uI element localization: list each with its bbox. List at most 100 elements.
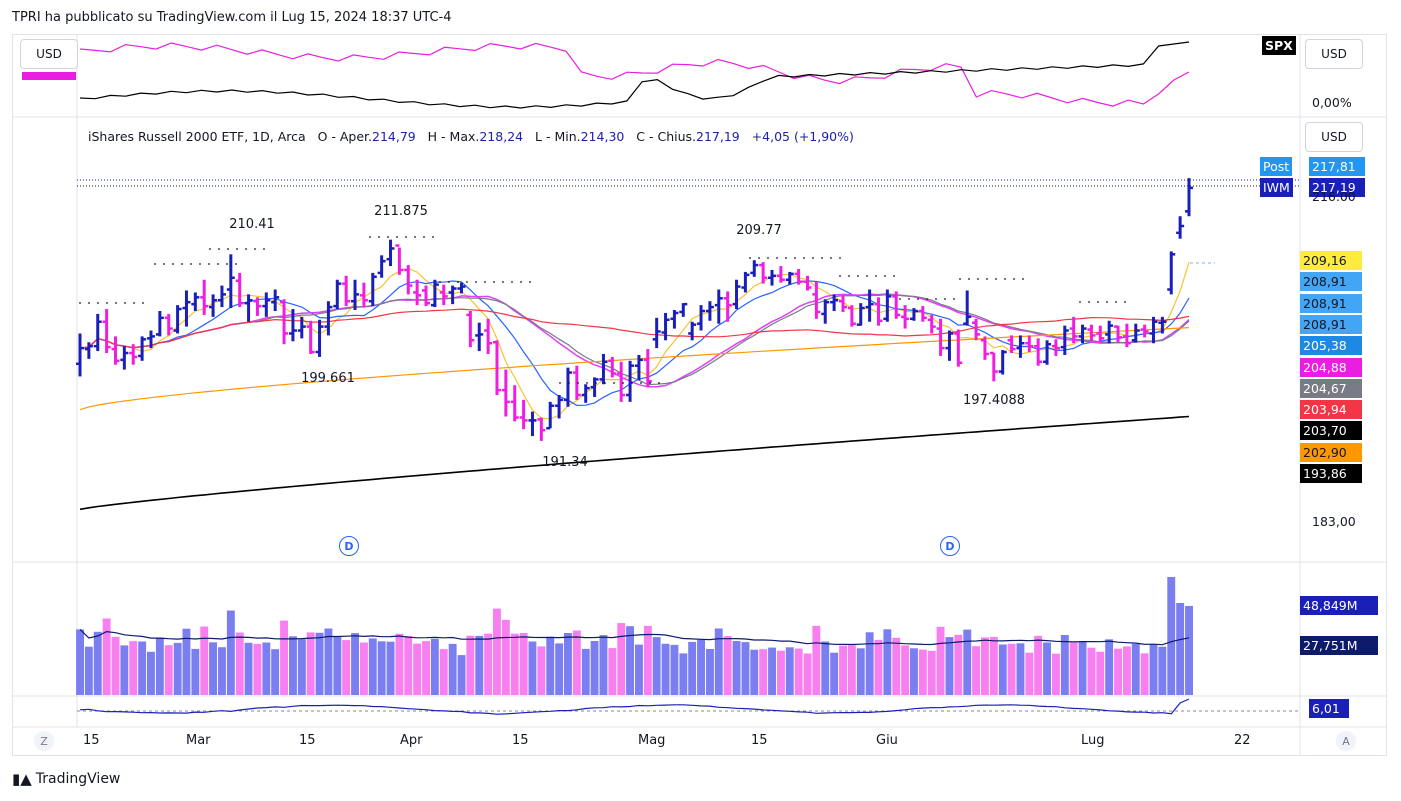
ohlc-bar: [821, 299, 830, 324]
currency-button-main[interactable]: USD: [1305, 122, 1363, 152]
pivot-dot: [511, 281, 513, 283]
pivot-dot: [414, 236, 416, 238]
volume-bar: [484, 633, 493, 695]
volume-bar: [768, 647, 776, 695]
ma-value-tag: 208,91: [1300, 315, 1362, 334]
pivot-dot: [776, 257, 778, 259]
ohlc-bar: [980, 336, 989, 360]
volume-bar: [164, 645, 173, 695]
pivot-dot: [369, 236, 371, 238]
pivot-dot: [529, 281, 531, 283]
ohlc-bar: [768, 269, 777, 286]
ma-value-tag: 204,67: [1300, 379, 1362, 398]
volume-bar: [546, 636, 555, 695]
volume-bar: [297, 639, 306, 695]
ohlc-bar: [528, 411, 537, 437]
volume-bar: [155, 637, 164, 695]
volume-bar: [280, 620, 288, 695]
pivot-dot: [209, 248, 211, 250]
pivot-dot: [88, 302, 90, 304]
ohlc-bar: [1185, 178, 1193, 217]
ohlc-bar: [901, 305, 910, 329]
ohlc-bar: [856, 303, 865, 326]
pivot-dot: [133, 302, 135, 304]
volume-bar: [1069, 641, 1078, 695]
legend-name: iShares Russell 2000 ETF, 1D, Arca: [88, 129, 306, 144]
ma-value-tag: 202,90: [1300, 443, 1362, 462]
legend-low-label: L - Min.: [535, 129, 581, 144]
dividend-marker[interactable]: D: [339, 536, 359, 556]
ohlc-bar: [803, 275, 812, 291]
pivot-dot: [944, 298, 946, 300]
tradingview-logo[interactable]: ▮▲ TradingView: [12, 770, 120, 788]
axis-tick: 183,00: [1312, 514, 1356, 529]
pivot-dot: [218, 248, 220, 250]
ohlc-bar: [661, 312, 670, 341]
pivot-dot: [396, 236, 398, 238]
zoom-button[interactable]: Z: [34, 731, 54, 751]
ma-value-tag: 204,88: [1300, 358, 1362, 377]
ohlc-bar: [377, 255, 386, 278]
pivot-dot: [935, 298, 937, 300]
pivot-dot: [227, 248, 229, 250]
top-pink-line: [79, 42, 1190, 107]
ohlc-bar: [209, 294, 218, 317]
brand-name: TradingView: [35, 771, 121, 787]
volume-bar: [892, 637, 901, 695]
ohlc-bar: [430, 279, 439, 308]
auto-scale-button[interactable]: A: [1336, 731, 1356, 751]
pivot-dot: [917, 298, 919, 300]
pivot-dot: [758, 257, 760, 259]
pivot-dot: [977, 278, 979, 280]
volume-bar: [1052, 653, 1060, 695]
x-tick: Giu: [876, 733, 898, 748]
volume-bar: [918, 649, 927, 695]
volume-bar: [927, 650, 936, 695]
currency-button-left[interactable]: USD: [20, 39, 78, 69]
pivot-dot: [245, 248, 247, 250]
pivot-dot: [1106, 301, 1108, 303]
volume-bar: [413, 643, 422, 695]
ohlc-bar: [1087, 324, 1096, 342]
currency-button-top[interactable]: USD: [1305, 39, 1363, 69]
pivot-dot: [423, 236, 425, 238]
volume-bar: [963, 629, 972, 695]
ohlc-bar: [1007, 335, 1016, 353]
volume-bar: [572, 630, 581, 695]
volume-bar: [608, 648, 617, 695]
ohlc-bar: [847, 305, 856, 327]
volume-bar: [998, 644, 1007, 695]
ohlc-bar: [1176, 216, 1185, 239]
volume-bar: [1043, 642, 1051, 695]
ohlc-bar: [1149, 316, 1158, 344]
volume-bar: [785, 647, 794, 695]
volume-bar: [590, 641, 599, 695]
ohlc-bar: [333, 279, 342, 310]
volume-bar: [1114, 648, 1122, 695]
volume-bar: [617, 623, 626, 695]
pivot-dot: [577, 382, 579, 384]
pivot-dot: [199, 263, 201, 265]
volume-bar: [732, 641, 741, 695]
volume-bar: [422, 641, 430, 695]
x-tick: 15: [512, 733, 529, 748]
pivot-dot: [172, 263, 174, 265]
iwm-value-tag: 217,19: [1309, 178, 1365, 197]
volume-bar: [466, 635, 475, 695]
dividend-marker[interactable]: D: [940, 536, 960, 556]
pivot-dot: [106, 302, 108, 304]
pivot-dot: [953, 298, 955, 300]
volume-bar: [244, 642, 253, 695]
pivot-dot: [821, 257, 823, 259]
volume-bar: [910, 648, 918, 695]
ohlc-bar: [572, 365, 581, 400]
volume-bar: [661, 643, 670, 695]
volume-bar: [697, 639, 705, 695]
volume-bar: [803, 653, 812, 695]
volume-bar: [865, 632, 874, 695]
pivot-dot: [812, 257, 814, 259]
pivot-dot: [857, 275, 859, 277]
pivot-dot: [124, 302, 126, 304]
ohlc-bar: [1114, 325, 1123, 343]
